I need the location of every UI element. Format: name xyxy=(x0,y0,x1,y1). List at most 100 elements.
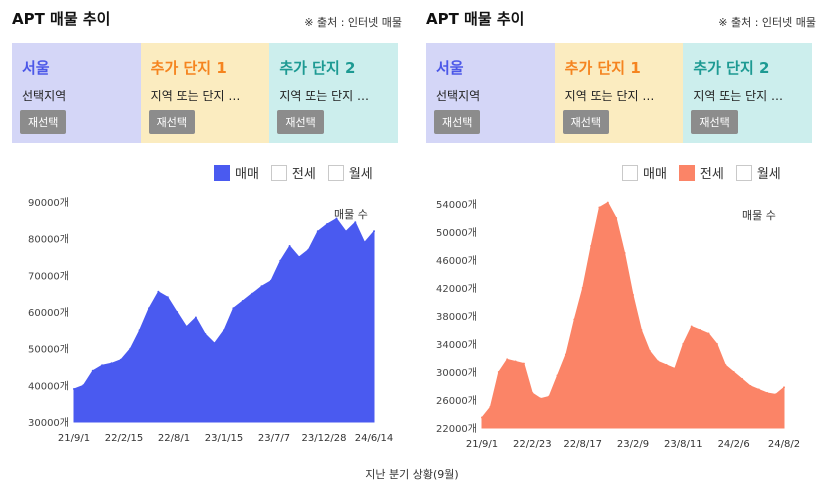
checkbox-icon[interactable] xyxy=(678,164,695,181)
data-point xyxy=(741,378,744,380)
reselect-button[interactable]: 재선택 xyxy=(434,110,481,134)
data-point xyxy=(138,329,141,332)
region-card-extra-2[interactable]: 추가 단지 2 지역 또는 단지 … 재선택 xyxy=(683,43,813,143)
data-point xyxy=(363,241,366,244)
data-point xyxy=(699,329,702,331)
data-point xyxy=(623,252,626,254)
reselect-button[interactable]: 재선택 xyxy=(277,110,324,134)
chart-panel-left: APT 매물 추이 ※ 출처 : 인터넷 매물 서울 선택지역 재선택 추가 단… xyxy=(0,0,406,489)
data-point xyxy=(298,256,300,258)
data-point xyxy=(91,369,94,372)
y-tick-label: 30000개 xyxy=(28,417,69,429)
reselect-button[interactable]: 재선택 xyxy=(148,110,196,134)
data-point xyxy=(354,221,357,224)
period-label: 지난 분기 상황(9월) xyxy=(365,468,459,481)
data-point xyxy=(316,230,319,233)
data-point xyxy=(194,316,197,319)
source-note: ※ 출처 : 인터넷 매물 xyxy=(718,16,816,29)
data-point xyxy=(251,292,254,295)
y-tick-label: 38000개 xyxy=(436,311,477,323)
y-tick-label: 22000개 xyxy=(436,423,477,435)
data-point xyxy=(732,371,735,373)
legend-item-sale[interactable]: 매매 xyxy=(622,163,667,182)
region-selector: 서울 선택지역 재선택 추가 단지 1 지역 또는 단지 … 재선택 추가 단지… xyxy=(426,43,813,143)
data-point xyxy=(766,392,769,394)
data-point xyxy=(598,206,601,209)
data-point xyxy=(556,374,559,377)
legend-item-monthly[interactable]: 월세 xyxy=(327,163,373,182)
region-card-seoul[interactable]: 서울 선택지역 재선택 xyxy=(426,43,555,143)
region-sub: 지역 또는 단지 … xyxy=(564,89,655,103)
legend: 매매 전세 월세 xyxy=(214,163,373,182)
legend-item-sale[interactable]: 매매 xyxy=(214,163,259,182)
legend-label: 월세 xyxy=(348,167,373,182)
data-point xyxy=(548,395,551,398)
y-tick-label: 26000개 xyxy=(436,395,477,407)
x-tick-label: 22/8/1 xyxy=(158,433,190,444)
y-tick-label: 80000개 xyxy=(28,234,69,246)
checkbox-icon[interactable] xyxy=(735,164,752,181)
chart-jeonse: 54000개 50000개 46000개 42000개 38000개 34000개 3000… xyxy=(436,199,800,450)
x-tick-label: 24/2/6 xyxy=(718,439,750,450)
data-point xyxy=(223,329,225,332)
data-point xyxy=(344,230,347,233)
y-tick-label: 34000개 xyxy=(436,339,477,351)
data-point xyxy=(632,294,634,296)
data-point xyxy=(335,217,338,220)
data-point xyxy=(522,362,525,365)
data-point xyxy=(707,332,710,335)
chart-sale: 90000개 80000개 70000개 60000개 50000개 40000개 3000… xyxy=(28,197,393,444)
data-point xyxy=(615,217,618,219)
data-point xyxy=(481,416,483,419)
region-card-extra-1[interactable]: 추가 단지 1 지역 또는 단지 … 재선택 xyxy=(554,43,684,143)
region-sub: 선택지역 xyxy=(436,89,481,103)
legend-item-jeonse[interactable]: 전세 xyxy=(270,163,316,182)
data-point xyxy=(185,325,188,328)
region-card-extra-1[interactable]: 추가 단지 1 지역 또는 단지 … 재선택 xyxy=(140,43,270,143)
data-point xyxy=(176,311,179,313)
legend: 매매 전세 월세 xyxy=(622,163,781,182)
region-card-extra-2[interactable]: 추가 단지 2 지역 또는 단지 … 재선택 xyxy=(269,43,399,143)
region-name: 추가 단지 2 xyxy=(279,59,356,77)
data-point xyxy=(506,358,509,361)
checkbox-icon[interactable] xyxy=(622,164,638,181)
region-selector: 서울 선택지역 재선택 추가 단지 1 지역 또는 단지 … 재선택 추가 단지… xyxy=(12,43,399,143)
region-sub: 선택지역 xyxy=(22,89,67,103)
legend-label: 전세 xyxy=(291,167,316,182)
y-tick-label: 46000개 xyxy=(436,255,477,267)
checkbox-icon[interactable] xyxy=(327,164,344,181)
y-tick-label: 30000개 xyxy=(436,367,477,379)
reselect-button[interactable]: 재선택 xyxy=(691,110,738,134)
x-tick-label: 24/8/2 xyxy=(768,439,800,450)
data-point xyxy=(690,325,693,328)
data-point xyxy=(665,364,668,366)
legend-item-monthly[interactable]: 월세 xyxy=(735,163,781,182)
data-point xyxy=(326,223,329,225)
y-tick-label: 42000개 xyxy=(436,283,477,295)
data-point xyxy=(573,318,576,321)
reselect-button[interactable]: 재선택 xyxy=(20,110,67,134)
region-card-seoul[interactable]: 서울 선택지역 재선택 xyxy=(12,43,141,143)
checkbox-icon[interactable] xyxy=(270,164,287,181)
region-name: 서울 xyxy=(436,59,464,77)
data-point xyxy=(774,393,777,396)
checkbox-icon[interactable] xyxy=(214,164,230,181)
data-point xyxy=(673,367,676,370)
data-point xyxy=(757,388,760,391)
data-point xyxy=(241,300,244,302)
legend-item-jeonse[interactable]: 전세 xyxy=(678,163,724,182)
data-point xyxy=(82,384,85,387)
x-tick-label: 22/2/23 xyxy=(513,439,552,450)
data-point xyxy=(279,259,282,262)
x-tick-label: 22/8/17 xyxy=(563,439,602,450)
data-point xyxy=(606,201,609,204)
legend-label: 월세 xyxy=(756,167,781,182)
chart-panel-right: APT 매물 추이 ※ 출처 : 인터넷 매물 서울 선택지역 재선택 추가 단… xyxy=(414,0,820,489)
data-point xyxy=(783,386,785,389)
data-point xyxy=(640,329,643,331)
data-point xyxy=(539,397,542,400)
reselect-button[interactable]: 재선택 xyxy=(562,110,610,134)
data-point xyxy=(531,392,534,394)
data-point xyxy=(232,307,235,310)
panel-title: APT 매물 추이 xyxy=(426,10,525,28)
